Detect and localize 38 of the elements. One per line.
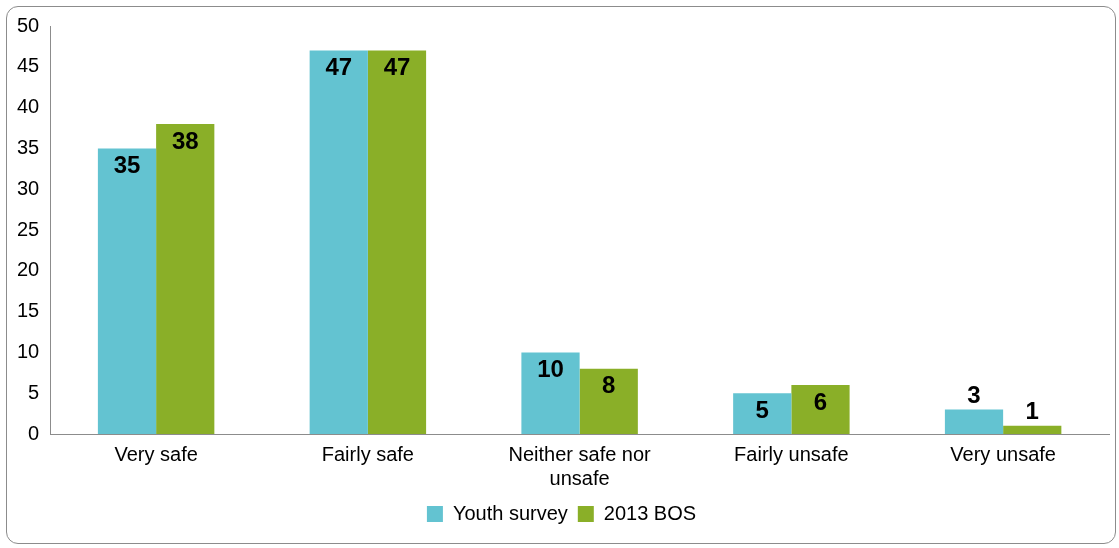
y-tick-label: 45 <box>17 54 40 77</box>
y-tick-label: 0 <box>28 421 40 444</box>
data-label: 6 <box>813 387 828 415</box>
x-tick-label: Very safe <box>114 442 198 465</box>
bar <box>733 393 792 434</box>
y-tick-label: 30 <box>17 176 40 199</box>
y-tick-label: 15 <box>17 299 40 322</box>
data-label: 10 <box>537 355 564 383</box>
y-tick-label: 20 <box>17 258 40 281</box>
y-tick-label: 35 <box>17 135 40 158</box>
y-tick-label: 25 <box>17 217 40 240</box>
bar <box>309 50 368 434</box>
y-tick-label: 10 <box>17 339 40 362</box>
y-tick-label: 40 <box>17 95 40 118</box>
y-tick-label: 5 <box>28 380 40 403</box>
bar <box>97 148 157 434</box>
data-label: 38 <box>171 126 199 154</box>
bar <box>944 409 1004 434</box>
x-tick-label: Fairly unsafe <box>734 442 849 465</box>
y-tick-label: 50 <box>17 13 40 36</box>
data-label: 35 <box>113 151 141 179</box>
bar <box>367 50 427 434</box>
data-label: 1 <box>1025 397 1039 425</box>
data-label: 5 <box>755 395 769 423</box>
bar <box>156 123 215 434</box>
data-label: 8 <box>602 371 616 399</box>
data-label: 3 <box>967 381 981 409</box>
data-label: 47 <box>325 53 353 81</box>
bar <box>521 352 580 434</box>
bar <box>1003 425 1062 434</box>
x-tick-label: Very unsafe <box>950 442 1056 465</box>
data-label: 47 <box>383 53 411 81</box>
legend-label: Youth survey <box>452 501 568 524</box>
bar <box>791 385 850 434</box>
bar <box>579 368 638 434</box>
x-tick-label: Neither safe nor unsafe <box>508 442 652 489</box>
x-tick-label: Fairly safe <box>321 442 414 465</box>
legend-label: 2013 BOS <box>603 501 697 524</box>
